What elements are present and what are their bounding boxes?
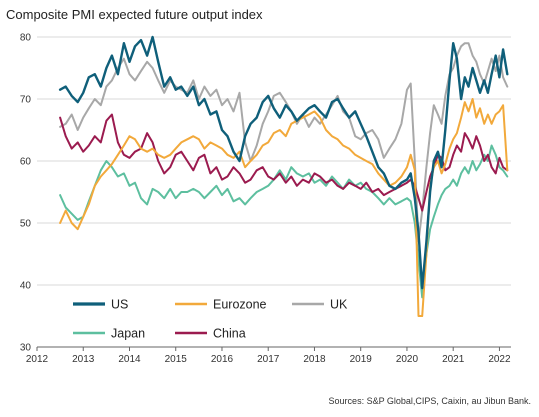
y-tick-label: 30 xyxy=(20,343,32,354)
x-tick-label: 2012 xyxy=(26,354,49,365)
x-tick-label: 2013 xyxy=(72,354,95,365)
series-line-china xyxy=(59,113,509,212)
legend-label-japan: Japan xyxy=(111,327,145,341)
legend-label-china: China xyxy=(213,327,246,341)
y-tick-label: 60 xyxy=(20,157,32,168)
x-tick-label: 2017 xyxy=(257,354,280,365)
y-tick-label: 40 xyxy=(20,281,32,292)
chart-title: Composite PMI expected future output ind… xyxy=(6,7,263,22)
x-tick-label: 2019 xyxy=(350,354,373,365)
x-tick-label: 2016 xyxy=(211,354,234,365)
y-tick-labels: 30 40 50 60 70 80 xyxy=(20,33,32,354)
legend-label-eurozone: Eurozone xyxy=(213,298,267,312)
legend: US Eurozone UK Japan China xyxy=(73,298,348,341)
y-tick-label: 50 xyxy=(20,219,32,230)
x-tick-labels: 2012 2013 2014 2015 2016 2017 2018 2019 2020 2021… xyxy=(26,347,511,365)
series-line-uk xyxy=(59,42,509,243)
x-tick-label: 2020 xyxy=(396,354,419,365)
grid-layer xyxy=(37,36,511,348)
legend-label-uk: UK xyxy=(330,298,348,312)
series-layer xyxy=(58,35,509,317)
source-note: Sources: S&P Global,CIPS, Caixin, au Jib… xyxy=(329,396,531,406)
x-tick-label: 2018 xyxy=(303,354,326,365)
x-tick-label: 2015 xyxy=(165,354,188,365)
x-tick-label: 2022 xyxy=(488,354,511,365)
legend-label-us: US xyxy=(111,298,128,312)
series-line-eurozone xyxy=(59,98,509,317)
y-tick-label: 70 xyxy=(20,95,32,106)
series-line-japan xyxy=(59,144,509,299)
y-tick-label: 80 xyxy=(20,33,32,44)
x-tick-label: 2014 xyxy=(118,354,141,365)
series-line-us xyxy=(58,35,509,290)
x-tick-label: 2021 xyxy=(442,354,465,365)
